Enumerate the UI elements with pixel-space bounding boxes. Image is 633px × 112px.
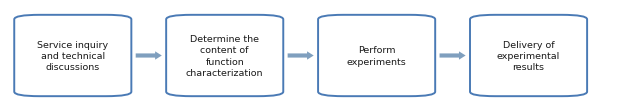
FancyBboxPatch shape xyxy=(166,16,283,96)
FancyBboxPatch shape xyxy=(318,16,436,96)
FancyBboxPatch shape xyxy=(470,16,587,96)
Text: Delivery of
experimental
results: Delivery of experimental results xyxy=(497,40,560,72)
Text: Perform
experiments: Perform experiments xyxy=(347,46,406,66)
Text: Determine the
content of
function
characterization: Determine the content of function charac… xyxy=(186,34,263,78)
FancyBboxPatch shape xyxy=(14,16,132,96)
Text: Service inquiry
and technical
discussions: Service inquiry and technical discussion… xyxy=(37,40,108,72)
